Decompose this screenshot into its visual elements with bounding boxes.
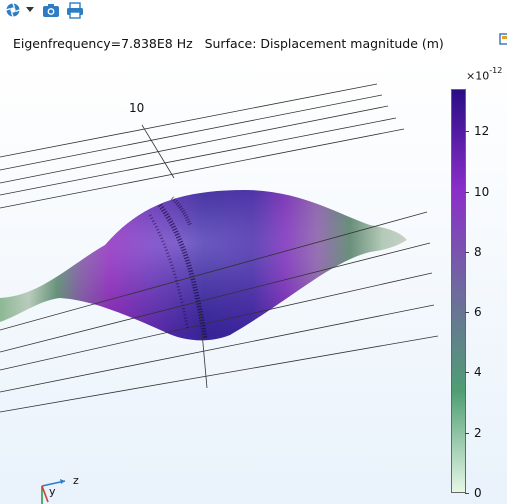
colorbar-tick-label: 0 bbox=[474, 486, 482, 500]
axis-tick-label: 10 bbox=[129, 101, 145, 115]
colorbar-tick-label: 10 bbox=[474, 184, 490, 199]
colorbar-tick-mark bbox=[465, 372, 469, 374]
colorbar-tick-label: 8 bbox=[474, 244, 482, 259]
axis-triad bbox=[41, 479, 66, 504]
corner-toggle-icon[interactable] bbox=[499, 30, 507, 45]
grid-lines-lower bbox=[0, 211, 439, 413]
colorbar-tick-label: 4 bbox=[474, 365, 482, 380]
colorbar-tick-mark bbox=[465, 251, 469, 253]
colorbar-tick-mark bbox=[465, 131, 469, 133]
graphics-toolbar bbox=[0, 0, 507, 20]
colorbar-tick-mark bbox=[465, 432, 469, 434]
deformed-shell-surface bbox=[0, 190, 407, 341]
print-icon[interactable] bbox=[65, 1, 85, 19]
snapshot-camera-icon[interactable] bbox=[41, 1, 61, 19]
triad-z-label: z bbox=[73, 474, 79, 487]
triad-y-label: y bbox=[49, 485, 56, 498]
colorbar bbox=[451, 89, 466, 493]
colorbar-tick-mark bbox=[465, 493, 469, 494]
grid-lines-upper bbox=[0, 83, 405, 209]
plot-title: Eigenfrequency=7.838E8 Hz Surface: Displ… bbox=[13, 36, 444, 51]
chevron-down-icon[interactable] bbox=[25, 1, 35, 19]
camera-shutter-icon[interactable] bbox=[3, 1, 23, 19]
colorbar-tick-mark bbox=[465, 312, 469, 314]
colorbar-tick-label: 6 bbox=[474, 305, 482, 320]
colorbar-tick-label: 12 bbox=[474, 124, 490, 139]
colorbar-tick-mark bbox=[465, 191, 469, 193]
colorbar-tick-label: 2 bbox=[474, 425, 482, 440]
colorbar-exponent: ×10-12 bbox=[466, 66, 503, 83]
